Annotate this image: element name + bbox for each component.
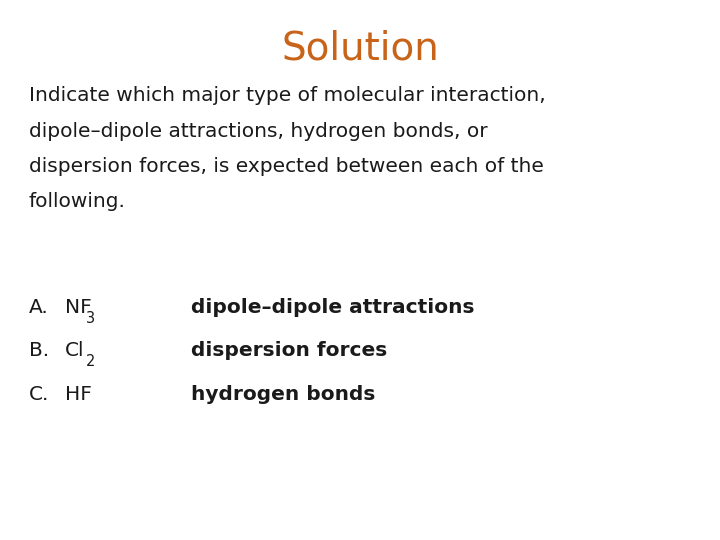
Text: 2: 2 <box>86 354 95 369</box>
Text: dispersion forces: dispersion forces <box>191 341 387 361</box>
Text: NF: NF <box>65 298 91 318</box>
Text: following.: following. <box>29 192 126 211</box>
Text: dipole–dipole attractions: dipole–dipole attractions <box>191 298 474 318</box>
Text: 3: 3 <box>86 311 95 326</box>
Text: Cl: Cl <box>65 341 84 361</box>
Text: HF: HF <box>65 384 91 404</box>
Text: dipole–dipole attractions, hydrogen bonds, or: dipole–dipole attractions, hydrogen bond… <box>29 122 487 140</box>
Text: dispersion forces, is expected between each of the: dispersion forces, is expected between e… <box>29 157 544 176</box>
Text: Indicate which major type of molecular interaction,: Indicate which major type of molecular i… <box>29 86 546 105</box>
Text: Solution: Solution <box>281 30 439 68</box>
Text: C.: C. <box>29 384 49 404</box>
Text: B.: B. <box>29 341 49 361</box>
Text: A.: A. <box>29 298 48 318</box>
Text: hydrogen bonds: hydrogen bonds <box>191 384 375 404</box>
